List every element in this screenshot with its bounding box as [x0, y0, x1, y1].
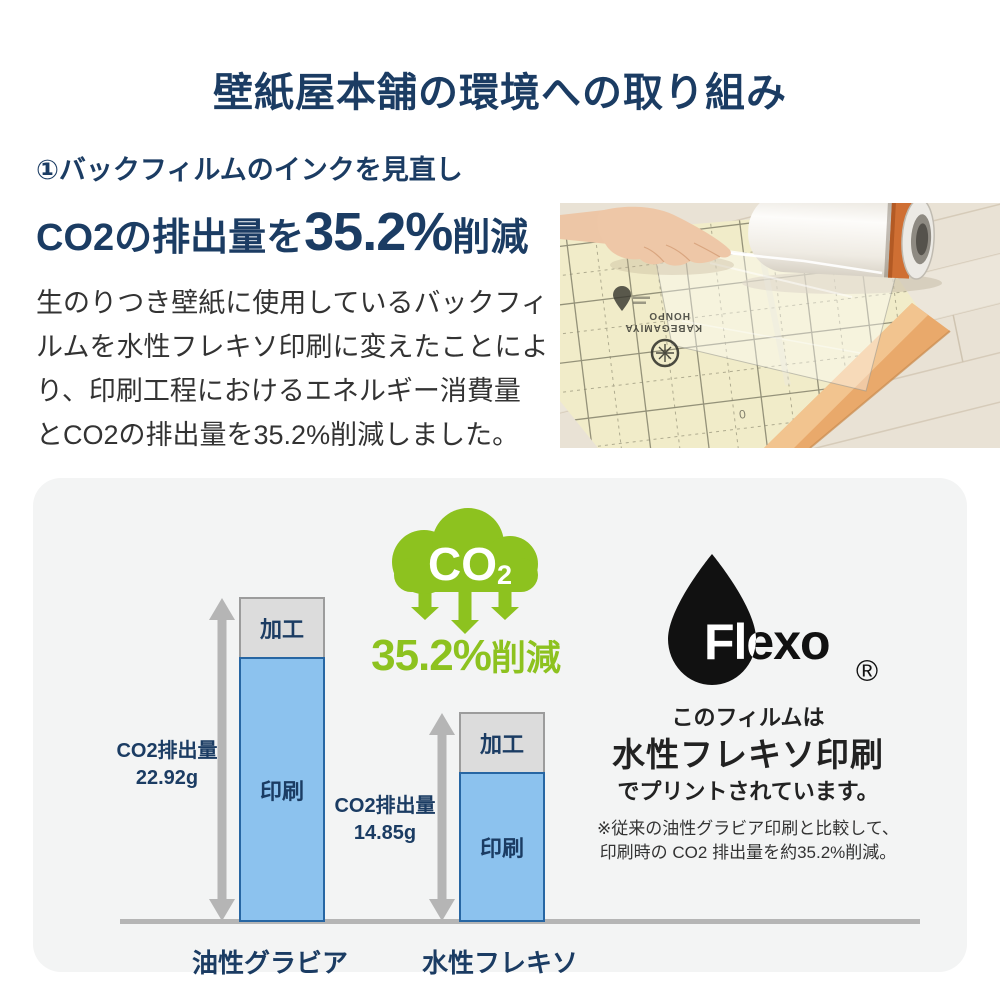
cloud-co-text: CO — [428, 538, 497, 590]
intro-heading: ①バックフィルムのインクを見直し — [36, 155, 463, 185]
emission-amount-label: CO2排出量 22.92g — [97, 738, 237, 792]
down-arrow-icon — [491, 586, 519, 620]
bar-segment-printing: 印刷 — [239, 657, 325, 922]
intro-section: ①バックフィルムのインクを見直し CO2の排出量を 35.2% 削減 生のりつき壁紙… — [36, 148, 556, 457]
measure-arrow-icon — [429, 713, 455, 921]
film-print-marks: KABEGAMIYA HONPO — [613, 286, 702, 368]
intro-body-line: とCO2の排出量を35.2%削減しました。 — [36, 420, 520, 450]
product-photo-illustration: 10 0 — [560, 203, 1000, 448]
backing-edge — [764, 303, 951, 448]
bar-segment-printing: 印刷 — [459, 772, 545, 922]
hand — [560, 206, 734, 275]
emission-amount-value: 22.92g — [135, 767, 199, 789]
honpo-crest-icon — [650, 338, 680, 368]
cloud-sub-text: 2 — [497, 560, 512, 590]
flexo-caption-line2: 水性フレキソ印刷 — [612, 736, 884, 773]
film-lifted-edge — [727, 251, 883, 275]
flexo-caption-line3: でプリントされています。 — [617, 779, 879, 804]
bar-segment-processing: 加工 — [239, 597, 325, 657]
film-brand-text: HONPO — [648, 310, 690, 321]
reduction-value: 35.2% — [371, 631, 492, 680]
highlight-value: 35.2% — [304, 202, 453, 262]
category-label-oil-gravure: 油性グラビア — [191, 948, 348, 978]
reduction-suffix: 削減 — [490, 639, 561, 678]
wallpaper-roll — [748, 203, 935, 280]
intro-body-line: 生のりつき壁紙に使用しているバックフィ — [36, 288, 548, 318]
registered-mark: ® — [856, 655, 878, 688]
flexo-logo-text-overlay: Flexo — [704, 614, 830, 670]
flexo-logo-text: Flexo — [704, 614, 830, 670]
category-label-water-flexo: 水性フレキソ — [421, 948, 578, 978]
film-flexo-stamp-icon — [613, 286, 650, 311]
intro-body-line: ルムを水性フレキソ印刷に変えたことによ — [36, 332, 549, 362]
product-photo: 10 0 — [560, 203, 1000, 448]
flexo-note-line1: ※従来の油性グラビア印刷と比較して、 — [597, 819, 899, 838]
bar-oil-gravure: 加工 印刷 — [239, 597, 325, 922]
down-arrow-icon — [411, 586, 439, 620]
flexo-caption-line1: このフィルムは — [671, 705, 825, 730]
emission-amount-value: 14.85g — [353, 822, 417, 844]
highlight-prefix: CO2の排出量を — [36, 217, 305, 259]
intro-body: 生のりつき壁紙に使用しているバックフィ ルムを水性フレキソ印刷に変えたことによ … — [36, 281, 556, 457]
bar-segment-processing: 加工 — [459, 712, 545, 772]
down-arrow-icon — [451, 586, 479, 634]
emission-amount-label: CO2排出量 14.85g — [315, 793, 455, 847]
reduction-badge-text: 35.2% 削減 — [360, 630, 572, 681]
emission-amount-title: CO2排出量 — [334, 795, 436, 817]
film-brand-text: KABEGAMIYA — [625, 322, 702, 333]
infographic-panel: 加工 印刷 CO2排出量 22.92g 油性グラビア 加工 印刷 CO2排出量 … — [33, 478, 967, 978]
highlight-suffix: 削減 — [452, 217, 529, 259]
intro-body-line: り、印刷工程におけるエネルギー消費量 — [36, 376, 521, 406]
svg-text:CO2: CO2 — [428, 538, 512, 590]
flexo-note-line2: 印刷時の CO2 排出量を約35.2%削減。 — [599, 843, 897, 862]
svg-text:0: 0 — [738, 407, 747, 422]
page-title: 壁紙屋本舗の環境への取り組み — [213, 71, 787, 115]
measure-arrow-icon — [209, 598, 235, 921]
flexo-drop-icon: Flexo Flexo ® — [668, 554, 878, 688]
emission-amount-title: CO2排出量 — [116, 740, 218, 762]
intro-highlight: CO2の排出量を 35.2% 削減 — [36, 201, 556, 263]
bar-water-flexo: 加工 印刷 — [459, 712, 545, 922]
co2-cloud-icon: CO2 — [380, 498, 552, 635]
